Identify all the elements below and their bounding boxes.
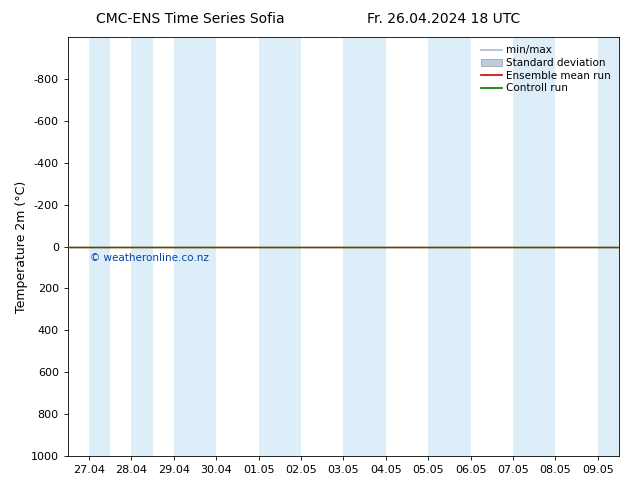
- Text: © weatheronline.co.nz: © weatheronline.co.nz: [90, 253, 209, 263]
- Text: CMC-ENS Time Series Sofia: CMC-ENS Time Series Sofia: [96, 12, 285, 26]
- Bar: [131, 37, 153, 456]
- Text: Fr. 26.04.2024 18 UTC: Fr. 26.04.2024 18 UTC: [367, 12, 521, 26]
- Bar: [174, 37, 216, 456]
- Y-axis label: Temperature 2m (°C): Temperature 2m (°C): [15, 180, 28, 313]
- Bar: [344, 37, 386, 456]
- Legend: min/max, Standard deviation, Ensemble mean run, Controll run: min/max, Standard deviation, Ensemble me…: [478, 42, 614, 97]
- Bar: [598, 37, 619, 456]
- Bar: [89, 37, 110, 456]
- Bar: [259, 37, 301, 456]
- Bar: [428, 37, 470, 456]
- Bar: [513, 37, 555, 456]
